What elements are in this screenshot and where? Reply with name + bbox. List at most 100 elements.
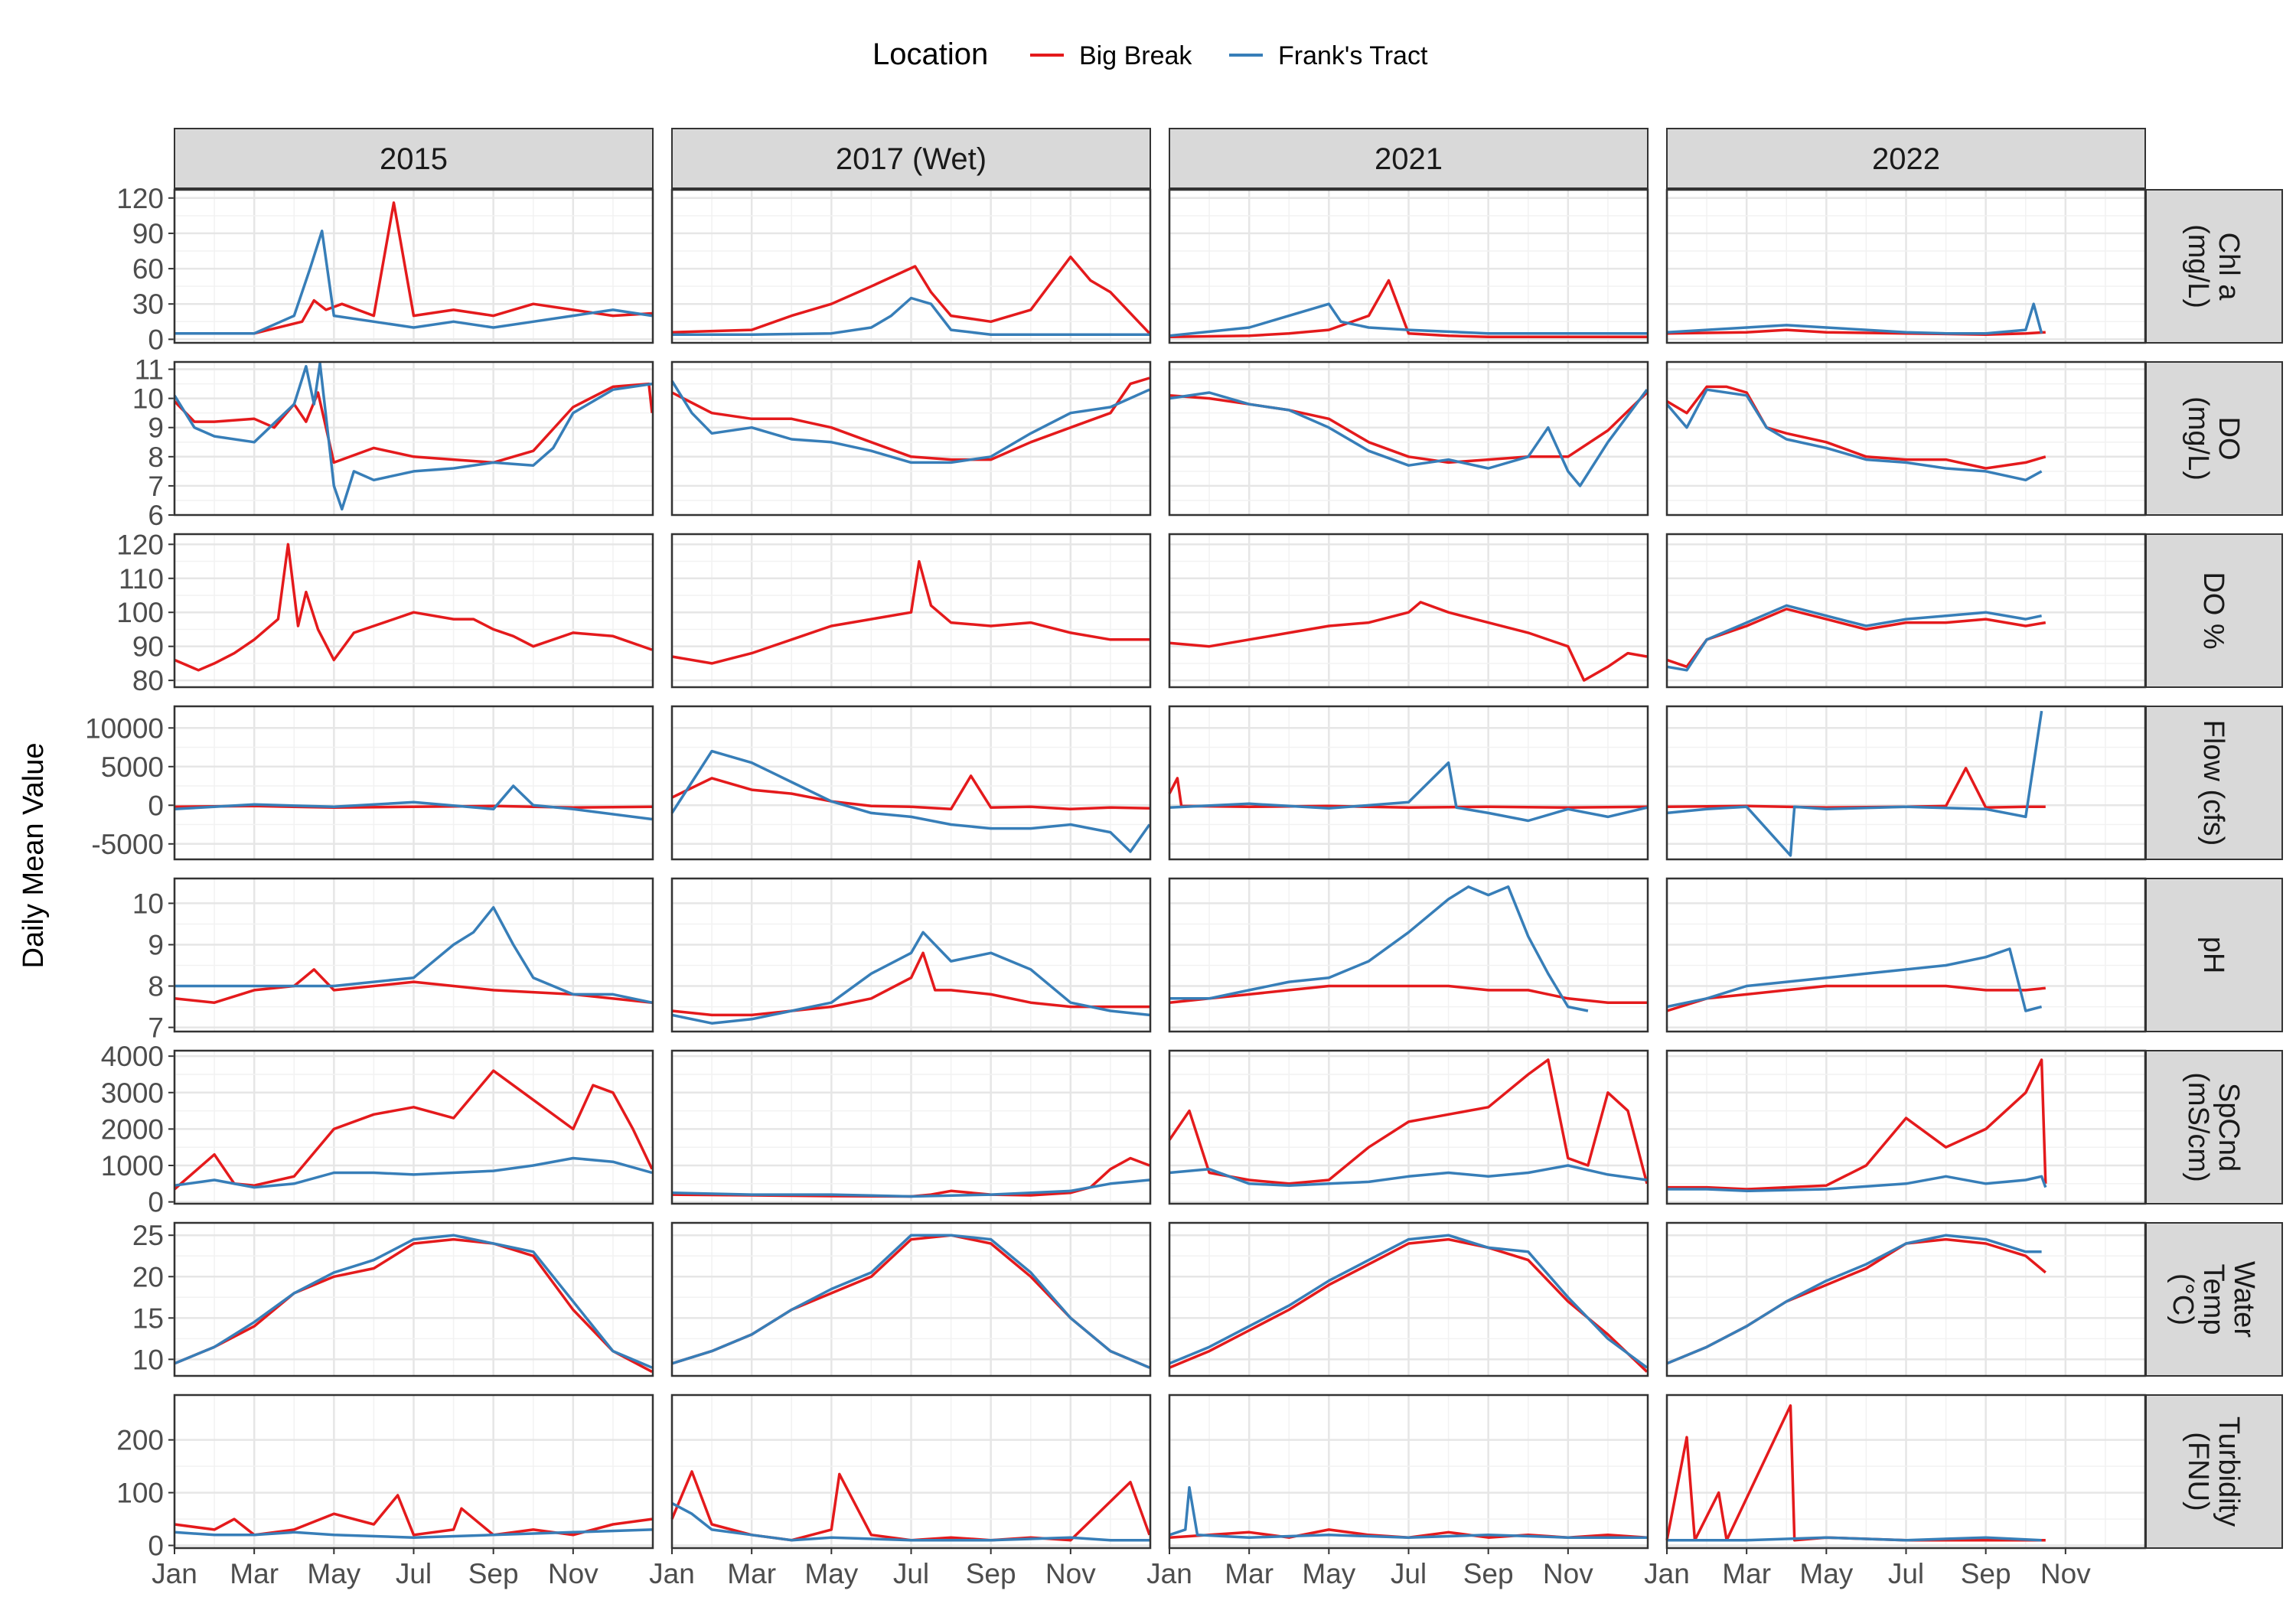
y-tick-label-spcnd-ms-cm: 3000 — [101, 1077, 164, 1109]
series-line-frank-s-tract — [670, 380, 1150, 464]
x-tick-label: May — [804, 1558, 858, 1589]
x-tick-label: Nov — [1045, 1558, 1096, 1589]
panel-chl-a-mg-l-2017-wet — [670, 188, 1152, 344]
facet-strip-2015 — [174, 128, 654, 189]
panel-turbidity-fnu-2022 — [1665, 1393, 2147, 1550]
x-tick-label: Sep — [1961, 1558, 2011, 1589]
series-line-frank-s-tract — [173, 362, 653, 511]
y-tick-label-chl-a-mg-l: 90 — [132, 218, 164, 249]
panel-do-2021 — [1168, 533, 1649, 689]
legend-label-big-break: Big Break — [1079, 41, 1192, 70]
row-strip-chl-a-mg-l — [2145, 189, 2283, 344]
series-line-frank-s-tract — [671, 1234, 1150, 1369]
panel-turbidity-fnu-2021 — [1168, 1393, 1649, 1550]
series-line-big-break — [173, 382, 654, 464]
panel-border — [670, 705, 1152, 861]
panel-spcnd-ms-cm-2021 — [1168, 1049, 1649, 1205]
panel-border — [1168, 1221, 1649, 1377]
series-line-big-break — [1168, 777, 1648, 810]
series-line-frank-s-tract — [1667, 1175, 2047, 1193]
panel-do-2017-wet — [670, 533, 1152, 689]
y-tick-label-flow-cfs: 0 — [148, 790, 164, 821]
series-line-frank-s-tract — [1169, 1164, 1648, 1187]
x-tick-label: May — [307, 1558, 360, 1589]
series-line-big-break — [174, 1237, 653, 1374]
series-line-big-break — [1169, 984, 1647, 1004]
y-tick-label-do-mg-l: 6 — [148, 500, 164, 531]
series-line-big-break — [671, 774, 1150, 811]
series-line-frank-s-tract — [1169, 302, 1647, 337]
panel-border — [670, 1221, 1152, 1377]
row-strip-do — [2145, 533, 2283, 688]
y-tick-label-chl-a-mg-l: 0 — [148, 324, 164, 355]
panel-flow-cfs-2015 — [173, 705, 654, 861]
panel-flow-cfs-2022 — [1665, 705, 2147, 861]
series-line-frank-s-tract — [1667, 1536, 2042, 1542]
y-tick-label-flow-cfs: 10000 — [85, 712, 164, 744]
y-tick-label-spcnd-ms-cm: 4000 — [101, 1041, 164, 1072]
y-tick-label-turbidity-fnu: 0 — [148, 1530, 164, 1562]
panel-ph-2021 — [1168, 877, 1649, 1033]
series-line-frank-s-tract — [174, 230, 653, 335]
y-tick-label-chl-a-mg-l: 120 — [116, 183, 164, 214]
y-tick-label-spcnd-ms-cm: 1000 — [101, 1150, 164, 1182]
panel-border — [1665, 877, 2147, 1033]
series-line-frank-s-tract — [1666, 604, 2042, 672]
y-tick-label-chl-a-mg-l: 60 — [132, 253, 164, 285]
panel-border — [670, 877, 1152, 1033]
facet-label-2022: 2022 — [1872, 142, 1940, 176]
panel-border — [1665, 533, 2147, 689]
panel-spcnd-ms-cm-2022 — [1665, 1049, 2147, 1205]
panel-ph-2015 — [173, 877, 654, 1033]
series-line-big-break — [174, 201, 653, 335]
series-line-frank-s-tract — [1666, 1234, 2042, 1365]
x-tick-label: Mar — [230, 1558, 279, 1589]
panel-water-temp-c-2017-wet — [670, 1221, 1152, 1377]
facet-label-2017-wet: 2017 (Wet) — [836, 142, 987, 176]
legend-label-franks-tract: Frank's Tract — [1278, 41, 1428, 70]
panel-border — [670, 360, 1152, 517]
x-tick-label: May — [1302, 1558, 1355, 1589]
row-label-ph: pH — [2197, 937, 2229, 974]
series-line-frank-s-tract — [672, 296, 1150, 336]
panel-border — [1665, 188, 2147, 344]
panel-chl-a-mg-l-2022 — [1665, 188, 2147, 344]
legend: Location Big Break Frank's Tract — [872, 37, 1428, 71]
series-line-frank-s-tract — [1666, 947, 2043, 1012]
panel-border — [1665, 360, 2147, 517]
x-tick-label: Mar — [1722, 1558, 1771, 1589]
panel-ph-2022 — [1665, 877, 2147, 1033]
series-line-frank-s-tract — [671, 931, 1150, 1025]
panel-border — [1168, 360, 1649, 517]
y-tick-label-water-temp-c: 20 — [132, 1261, 164, 1292]
series-line-frank-s-tract — [671, 1178, 1150, 1198]
panel-do-mg-l-2015 — [173, 360, 654, 517]
panel-border — [1168, 533, 1649, 689]
x-tick-label: Nov — [2040, 1558, 2091, 1589]
panel-border — [1168, 1049, 1649, 1205]
panel-water-temp-c-2022 — [1665, 1221, 2147, 1377]
series-line-frank-s-tract — [174, 1156, 653, 1189]
series-line-big-break — [1169, 1237, 1649, 1373]
panel-border — [173, 1221, 654, 1377]
x-tick-label: Jul — [893, 1558, 929, 1589]
row-label-turbidity-fnu: Turbidity(FNU) — [2182, 1416, 2245, 1527]
panel-do-2022 — [1665, 533, 2147, 689]
panel-border — [173, 1049, 654, 1205]
x-tick-label: Jul — [396, 1558, 432, 1589]
series-line-big-break — [174, 543, 653, 672]
panel-border — [173, 188, 654, 344]
y-tick-label-turbidity-fnu: 100 — [116, 1478, 164, 1509]
series-line-frank-s-tract — [174, 906, 653, 1004]
row-strip-do-mg-l — [2145, 361, 2283, 516]
row-label-chl-a-mg-l: Chl a(mg/L) — [2182, 224, 2245, 308]
y-tick-label-do-mg-l: 11 — [135, 354, 164, 386]
panel-turbidity-fnu-2017-wet — [670, 1393, 1152, 1550]
series-line-big-break — [174, 804, 653, 810]
panel-turbidity-fnu-2015 — [173, 1393, 654, 1550]
facet-strip-2022 — [1666, 128, 2146, 189]
x-tick-label: May — [1799, 1558, 1853, 1589]
facet-label-2015: 2015 — [380, 142, 448, 176]
x-tick-label: Jan — [1146, 1558, 1192, 1589]
